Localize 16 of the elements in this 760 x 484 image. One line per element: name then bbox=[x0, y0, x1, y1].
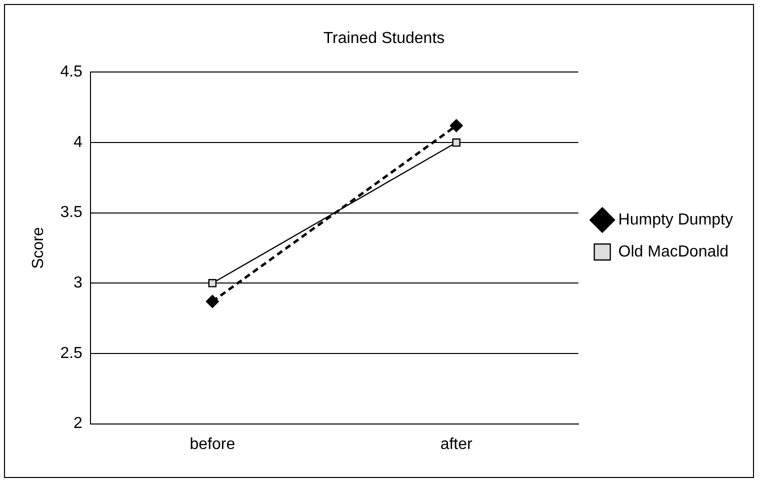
y-tick-label: 4 bbox=[74, 134, 83, 151]
point bbox=[208, 279, 217, 288]
y-axis-title: Score bbox=[30, 227, 48, 269]
legend-label: Old MacDonald bbox=[618, 243, 729, 260]
point bbox=[450, 119, 463, 132]
y-tick-label: 3.5 bbox=[60, 204, 83, 222]
point bbox=[452, 138, 460, 147]
y-tick-label: 2.5 bbox=[60, 344, 83, 362]
x-tick-label: before bbox=[190, 436, 236, 453]
point bbox=[206, 295, 219, 308]
chart-title: Trained Students bbox=[323, 30, 445, 48]
y-tick-label: 4.5 bbox=[60, 64, 83, 81]
legend-label: Humpty Dumpty bbox=[618, 211, 734, 228]
y-tick-label: 3 bbox=[74, 274, 83, 292]
x-tick-label: after bbox=[440, 436, 474, 453]
y-tick-label: 2 bbox=[74, 415, 83, 432]
